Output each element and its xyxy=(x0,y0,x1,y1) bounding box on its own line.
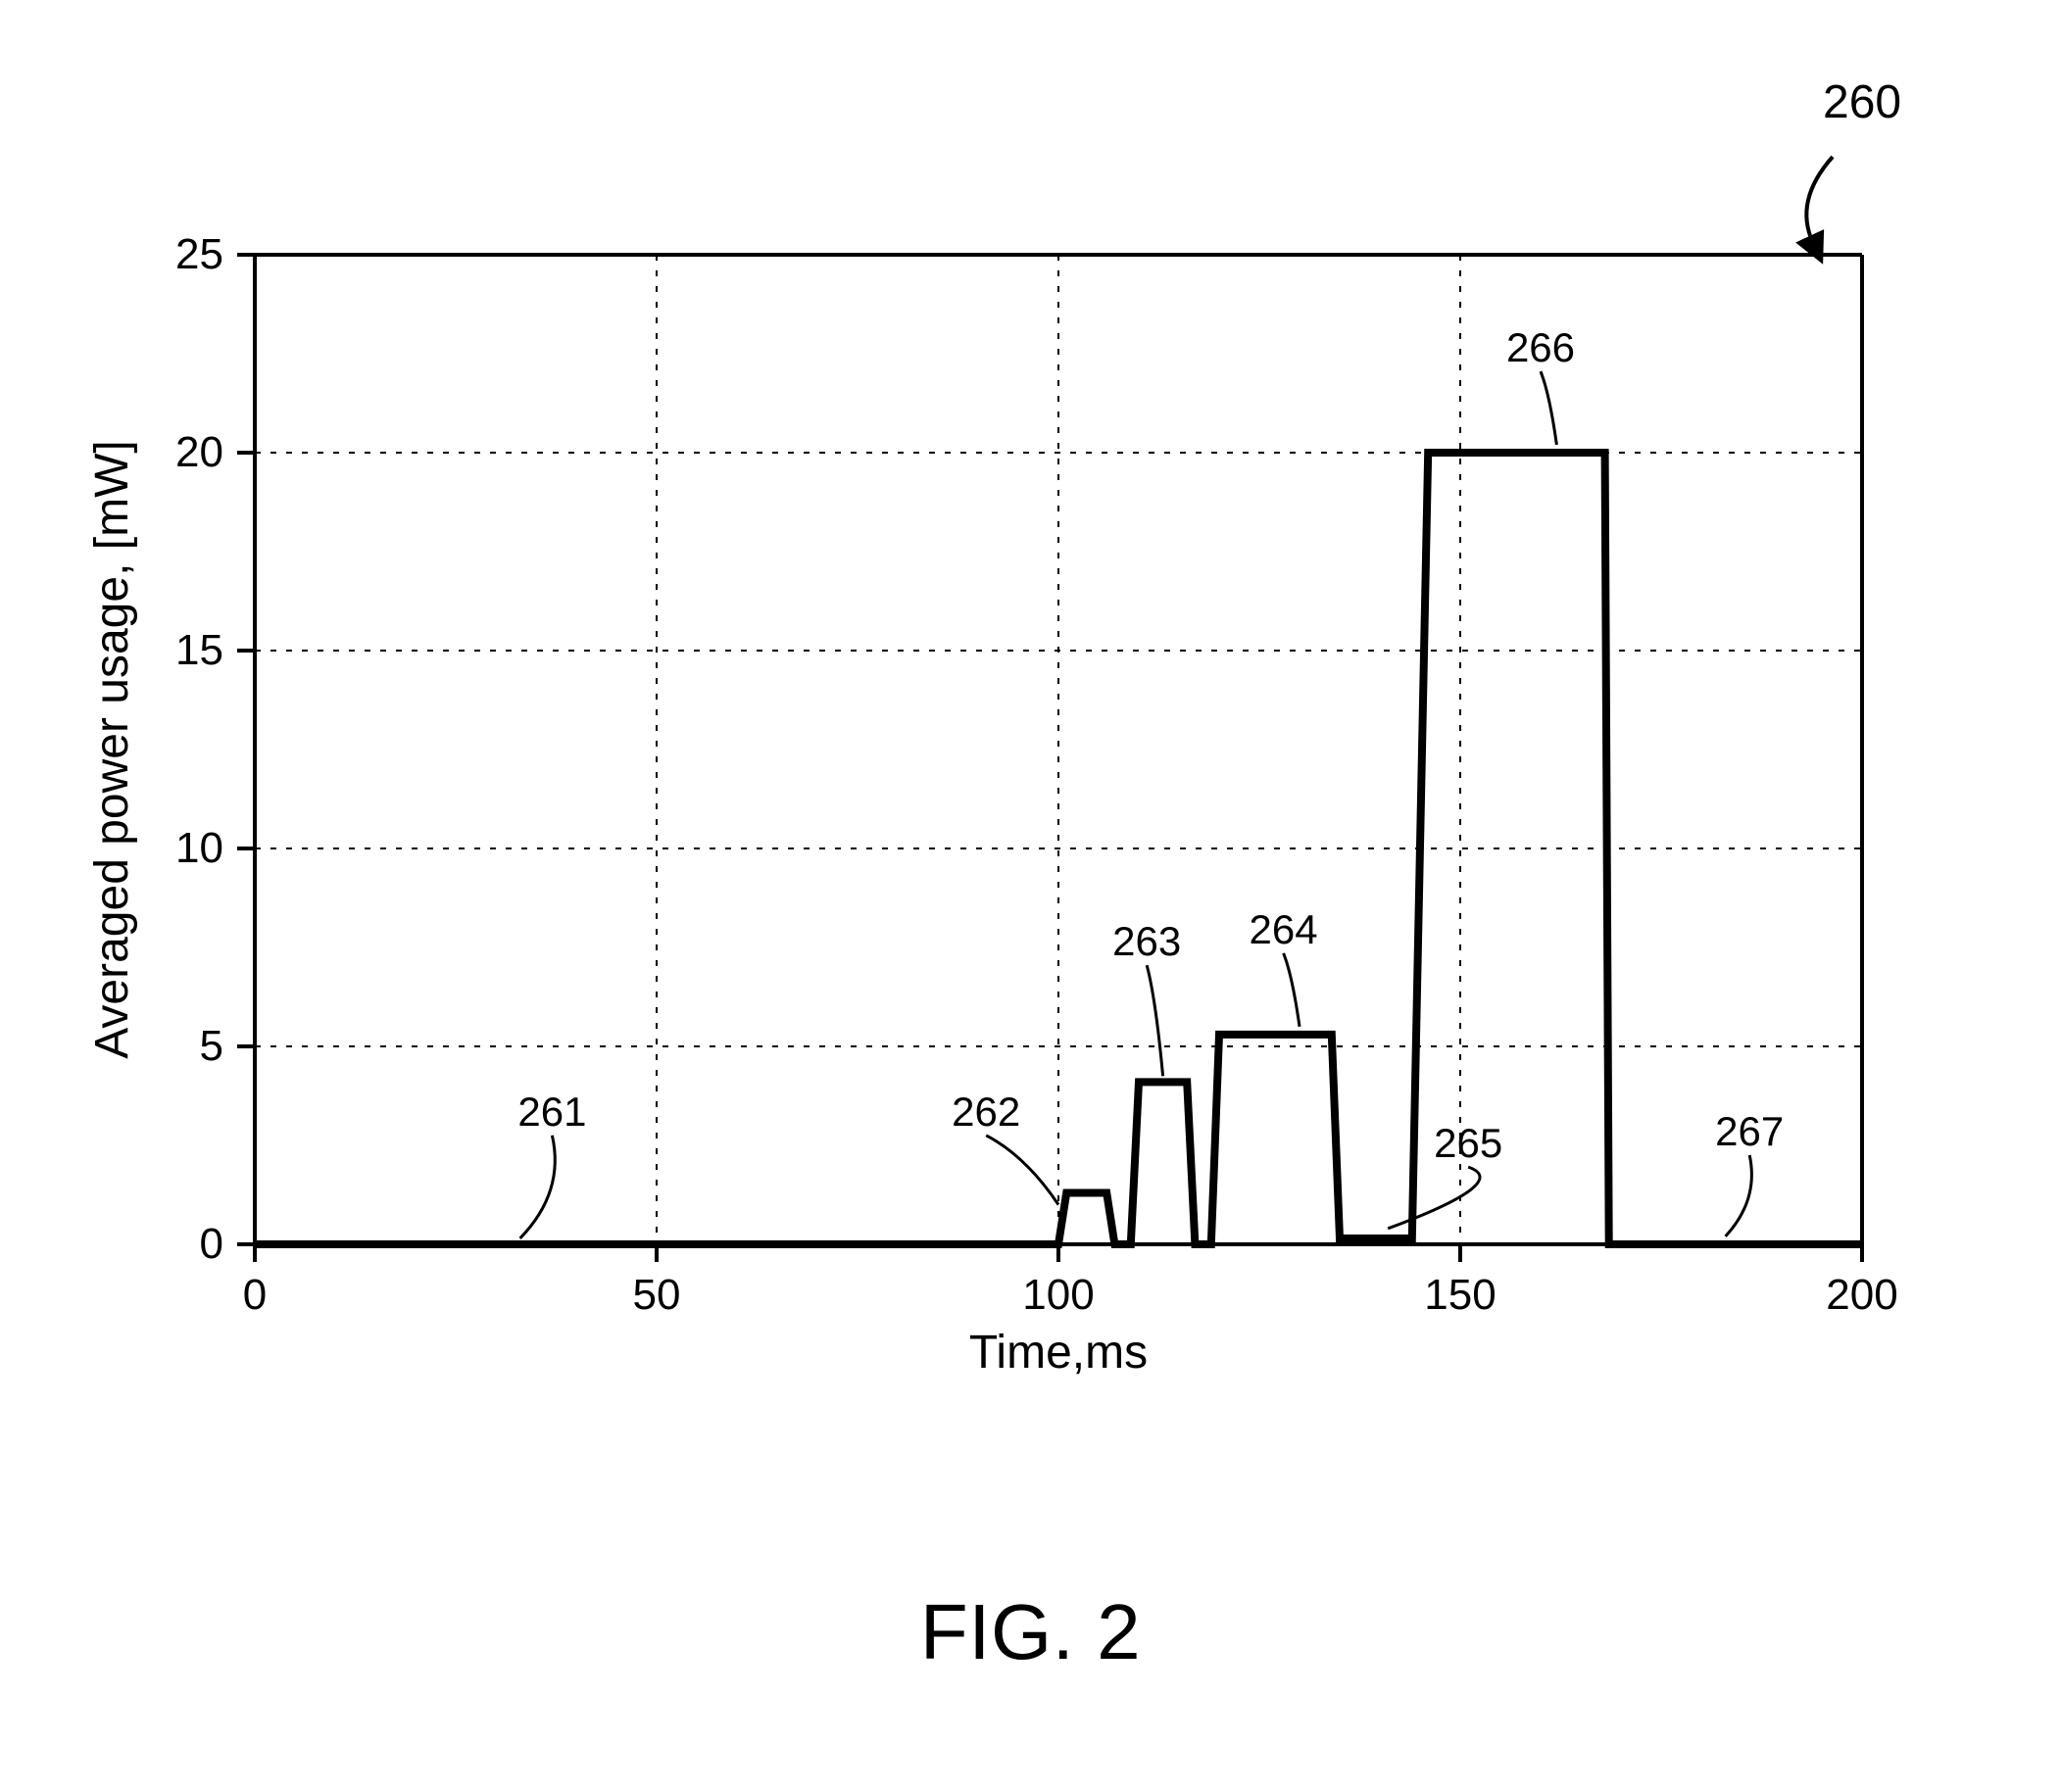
callout-label: 262 xyxy=(952,1089,1020,1135)
callout-leader xyxy=(1284,953,1300,1027)
x-tick-label: 100 xyxy=(1022,1271,1094,1319)
callout-label: 267 xyxy=(1715,1108,1784,1154)
y-tick-label: 25 xyxy=(175,230,223,278)
callout-leader xyxy=(1726,1155,1752,1236)
page: 260 0 50 100 150 200 0 5 10 15 20 25 Time,ms Average… xyxy=(0,0,2061,1792)
figure-ref-label: 260 xyxy=(1823,76,1901,128)
y-tick-label: 10 xyxy=(175,824,223,872)
y-tick-label: 15 xyxy=(175,626,223,674)
callout-label: 264 xyxy=(1250,906,1318,952)
x-axis-label: Time,ms xyxy=(969,1327,1148,1379)
x-tick-label: 50 xyxy=(633,1271,681,1319)
y-axis-label: Averaged power usage, [mW] xyxy=(86,440,138,1058)
callout-leader xyxy=(520,1136,556,1238)
x-tick-label: 150 xyxy=(1424,1271,1496,1319)
callout-leader xyxy=(1147,965,1162,1076)
x-tick-label: 0 xyxy=(243,1271,267,1319)
y-tick-label: 5 xyxy=(200,1022,223,1070)
callout-label: 263 xyxy=(1112,918,1181,964)
callout-label: 266 xyxy=(1506,324,1575,370)
figure-caption: FIG. 2 xyxy=(0,1587,2061,1677)
callout-leader xyxy=(1541,371,1556,445)
power-usage-chart: 0 50 100 150 200 0 5 10 15 20 25 Time,ms Averaged po… xyxy=(0,216,2061,1450)
callout-label: 265 xyxy=(1434,1120,1502,1166)
callout-leader xyxy=(1388,1167,1480,1229)
y-tick-label: 0 xyxy=(200,1220,223,1268)
callout-leader xyxy=(986,1136,1058,1205)
y-tick-label: 20 xyxy=(175,428,223,476)
x-tick-label: 200 xyxy=(1826,1271,1897,1319)
callout-label: 261 xyxy=(517,1089,586,1135)
